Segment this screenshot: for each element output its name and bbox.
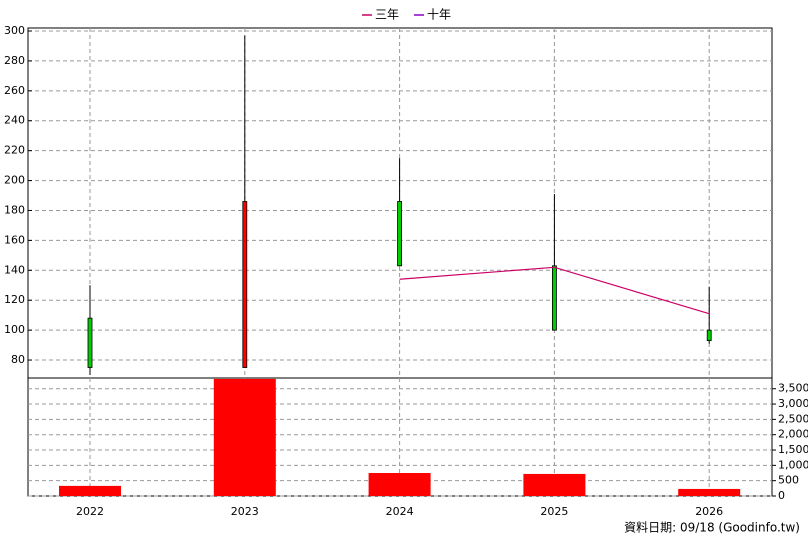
legend-label: 三年 bbox=[375, 8, 399, 22]
volume-bar bbox=[368, 473, 431, 496]
y2-tick-label: 0 bbox=[778, 489, 785, 502]
y-tick-label: 140 bbox=[4, 263, 25, 276]
y2-tick-label: 3,000 bbox=[778, 397, 808, 410]
volume-bar bbox=[213, 378, 276, 496]
candle-body bbox=[552, 265, 557, 331]
x-tick-label: 2024 bbox=[386, 505, 414, 518]
y2-tick-label: 2,500 bbox=[778, 412, 808, 425]
x-tick-label: 2023 bbox=[231, 505, 259, 518]
y2-tick-label: 1,500 bbox=[778, 443, 808, 456]
y2-tick-label: 500 bbox=[778, 474, 799, 487]
candle-body bbox=[706, 329, 712, 342]
y-tick-label: 220 bbox=[4, 144, 25, 157]
y-tick-label: 100 bbox=[4, 323, 25, 336]
y-tick-label: 160 bbox=[4, 233, 25, 246]
y-tick-label: 240 bbox=[4, 114, 25, 127]
y-tick-label: 280 bbox=[4, 54, 25, 67]
y-tick-label: 120 bbox=[4, 293, 25, 306]
y2-tick-label: 1,000 bbox=[778, 458, 808, 471]
y-tick-label: 300 bbox=[4, 24, 25, 37]
footer: 資料日期: 09/18 (Goodinfo.tw) bbox=[624, 521, 800, 535]
y-tick-label: 260 bbox=[4, 84, 25, 97]
volume-bar bbox=[678, 488, 741, 496]
x-tick-label: 2022 bbox=[76, 505, 104, 518]
x-tick-label: 2025 bbox=[540, 505, 568, 518]
legend-label: 十年 bbox=[427, 8, 451, 22]
y-tick-label: 180 bbox=[4, 203, 25, 216]
y2-tick-label: 3,500 bbox=[778, 382, 808, 395]
y-tick-label: 80 bbox=[11, 353, 25, 366]
candle-body bbox=[397, 201, 403, 267]
candle-body bbox=[87, 317, 93, 368]
ma-line bbox=[399, 266, 710, 315]
volume-bar bbox=[59, 485, 121, 496]
volume-bar bbox=[523, 473, 586, 496]
candle-body bbox=[242, 201, 248, 368]
x-tick-label: 2026 bbox=[695, 505, 723, 518]
y2-tick-label: 2,000 bbox=[778, 428, 808, 441]
y-tick-label: 200 bbox=[4, 174, 25, 187]
